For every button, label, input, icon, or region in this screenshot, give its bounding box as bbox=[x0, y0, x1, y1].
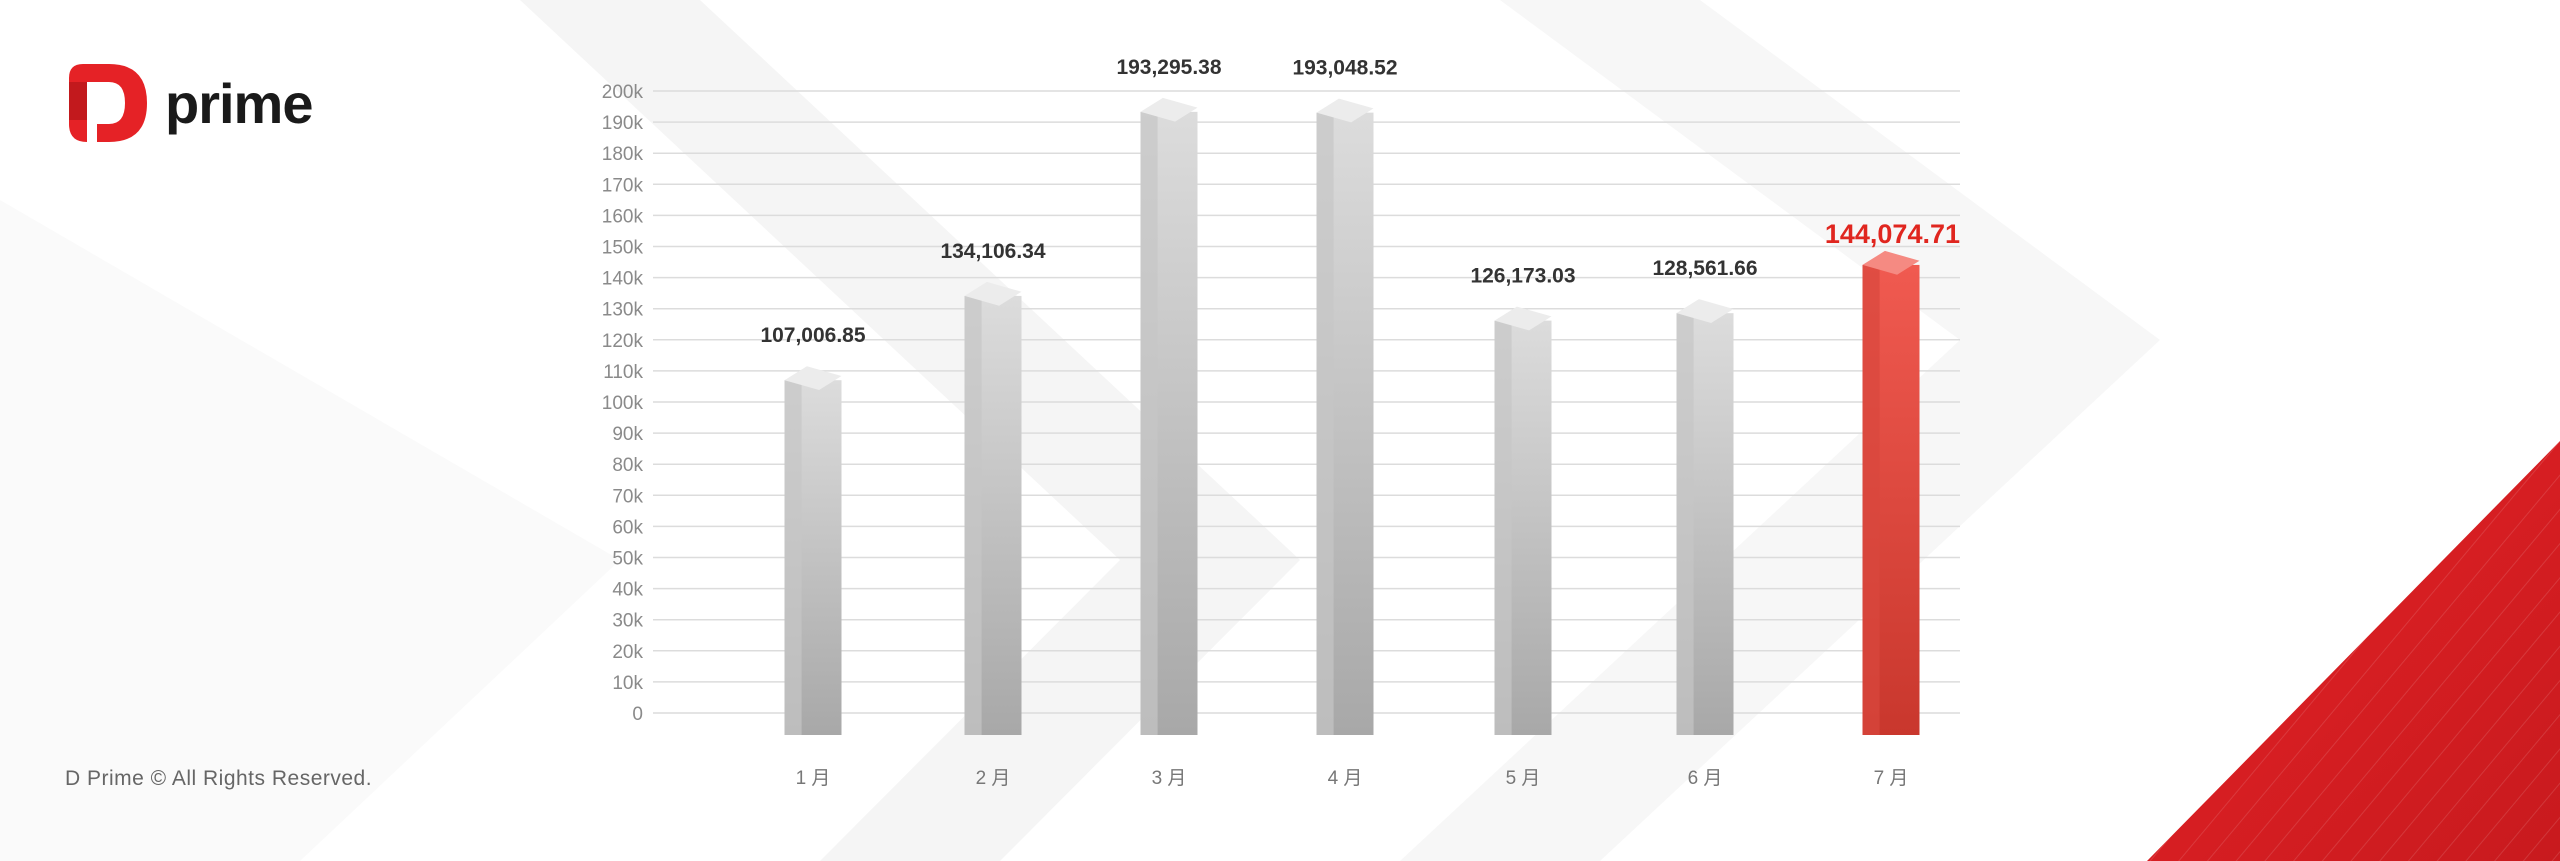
y-tick-label: 70k bbox=[612, 486, 643, 507]
bar-side-face bbox=[784, 380, 802, 735]
bar-top-face bbox=[1140, 97, 1198, 122]
x-category-label: 6 月 bbox=[1688, 768, 1723, 789]
y-tick-label: 40k bbox=[612, 580, 643, 601]
data-label: 193,048.52 bbox=[1292, 57, 1397, 80]
y-tick-label: 120k bbox=[602, 331, 644, 352]
y-tick-label: 150k bbox=[602, 238, 644, 259]
bar-side-face bbox=[1140, 111, 1158, 735]
y-tick-label: 170k bbox=[602, 175, 644, 196]
y-tick-label: 130k bbox=[602, 300, 644, 321]
bar-top-face bbox=[1494, 306, 1552, 331]
x-category-label: 2 月 bbox=[976, 768, 1011, 789]
x-category-label: 1 月 bbox=[796, 768, 831, 789]
bar-side-face bbox=[1316, 112, 1334, 736]
y-tick-label: 160k bbox=[602, 206, 644, 227]
chevron-shape bbox=[1400, 0, 2160, 861]
data-label: 128,561.66 bbox=[1652, 257, 1757, 280]
y-tick-label: 60k bbox=[612, 517, 643, 538]
data-label: 126,173.03 bbox=[1470, 265, 1575, 288]
y-tick-label: 50k bbox=[612, 549, 643, 570]
data-label: 193,295.38 bbox=[1116, 56, 1221, 79]
x-category-label: 5 月 bbox=[1506, 768, 1541, 789]
y-tick-label: 180k bbox=[602, 144, 644, 165]
chevron-shape bbox=[520, 0, 1300, 861]
bar-top-face bbox=[1316, 98, 1374, 123]
x-category-label: 4 月 bbox=[1328, 768, 1363, 789]
x-category-label: 7 月 bbox=[1874, 768, 1909, 789]
bar-side-face bbox=[1676, 313, 1694, 735]
y-tick-label: 190k bbox=[602, 113, 644, 134]
y-tick-label: 20k bbox=[612, 642, 643, 663]
data-label: 134,106.34 bbox=[940, 240, 1045, 263]
y-tick-label: 110k bbox=[603, 362, 643, 383]
logo-text: prime bbox=[165, 71, 313, 135]
bar-top-face bbox=[784, 366, 842, 391]
bar-side-face bbox=[1862, 264, 1880, 735]
y-tick-label: 30k bbox=[612, 611, 643, 632]
x-category-label: 3 月 bbox=[1152, 768, 1187, 789]
d-prime-logo-icon bbox=[69, 64, 147, 142]
y-tick-label: 10k bbox=[612, 673, 643, 694]
y-tick-label: 200k bbox=[602, 82, 644, 103]
bar-top-face bbox=[1862, 250, 1920, 275]
y-tick-label: 90k bbox=[612, 424, 643, 445]
bar-top-face bbox=[1676, 299, 1734, 323]
y-tick-label: 140k bbox=[602, 269, 644, 290]
bar-top-face bbox=[964, 281, 1022, 306]
y-tick-label: 100k bbox=[602, 393, 644, 414]
logo: prime bbox=[65, 60, 313, 146]
y-tick-label: 0 bbox=[632, 704, 643, 725]
y-tick-label: 80k bbox=[612, 455, 643, 476]
chevron-shape bbox=[0, 200, 620, 861]
bar-side-face bbox=[1494, 320, 1512, 735]
data-label: 107,006.85 bbox=[760, 324, 865, 347]
copyright-text: D Prime © All Rights Reserved. bbox=[65, 767, 373, 790]
bar-side-face bbox=[964, 295, 982, 735]
data-label: 144,074.71 bbox=[1825, 219, 1960, 249]
